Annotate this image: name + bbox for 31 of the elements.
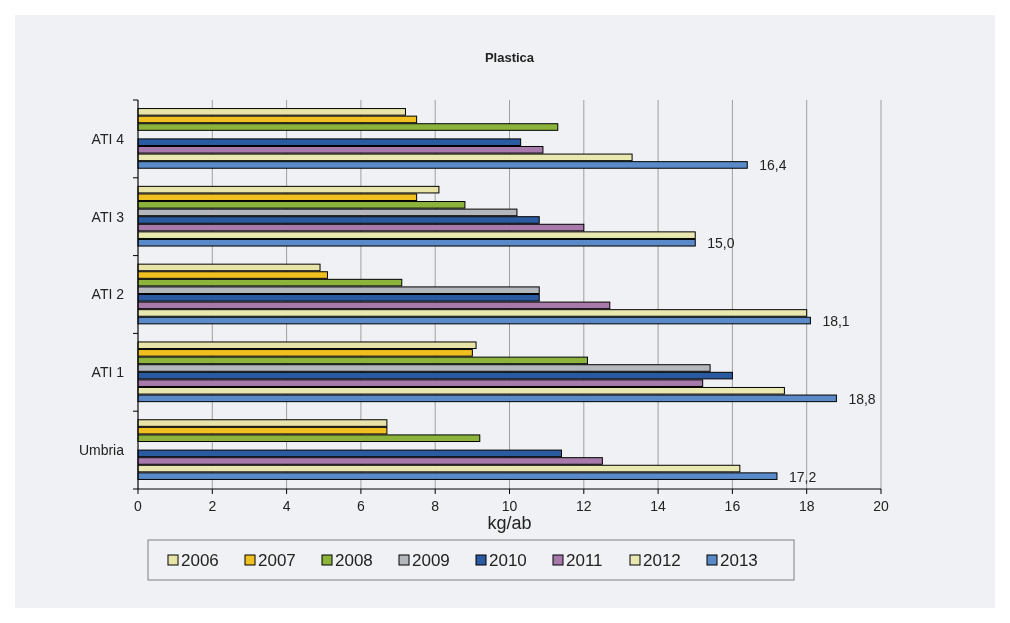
data-label: 16,4: [759, 157, 787, 174]
legend-label: 2012: [643, 550, 681, 570]
legend-label: 2007: [258, 550, 296, 570]
x-tick-label: 16: [724, 498, 741, 514]
legend-label: 2008: [335, 550, 373, 570]
y-tick-label: ATI 3: [91, 208, 125, 225]
legend-label: 2010: [489, 550, 527, 570]
data-label: 18,1: [822, 312, 850, 329]
x-tick-label: 2: [208, 498, 217, 514]
x-tick-label: 6: [357, 498, 365, 514]
legend-label: 2013: [720, 550, 758, 570]
x-tick-label: 20: [873, 498, 889, 514]
data-label: 17,2: [788, 468, 817, 485]
legend-label: 2006: [181, 550, 219, 570]
x-tick-label: 12: [576, 498, 592, 514]
data-label: 15,0: [707, 235, 735, 252]
x-tick-label: 4: [282, 498, 291, 514]
legend-label: 2009: [412, 550, 450, 570]
data-label: 18,8: [848, 390, 876, 407]
x-tick-label: 10: [501, 498, 518, 514]
y-tick-label: Umbria: [78, 442, 125, 458]
y-tick-label: ATI 2: [91, 286, 125, 303]
chart-title: Plastica: [484, 50, 535, 65]
x-tick-label: 18: [798, 498, 815, 514]
x-tick-label: 0: [134, 498, 143, 514]
legend-label: 2011: [566, 550, 603, 570]
y-tick-label: ATI 4: [91, 130, 125, 147]
x-tick-label: 8: [431, 498, 440, 514]
x-tick-label: 14: [650, 498, 667, 514]
y-tick-label: ATI 1: [91, 364, 125, 381]
x-axis-title: kg/ab: [487, 513, 532, 533]
